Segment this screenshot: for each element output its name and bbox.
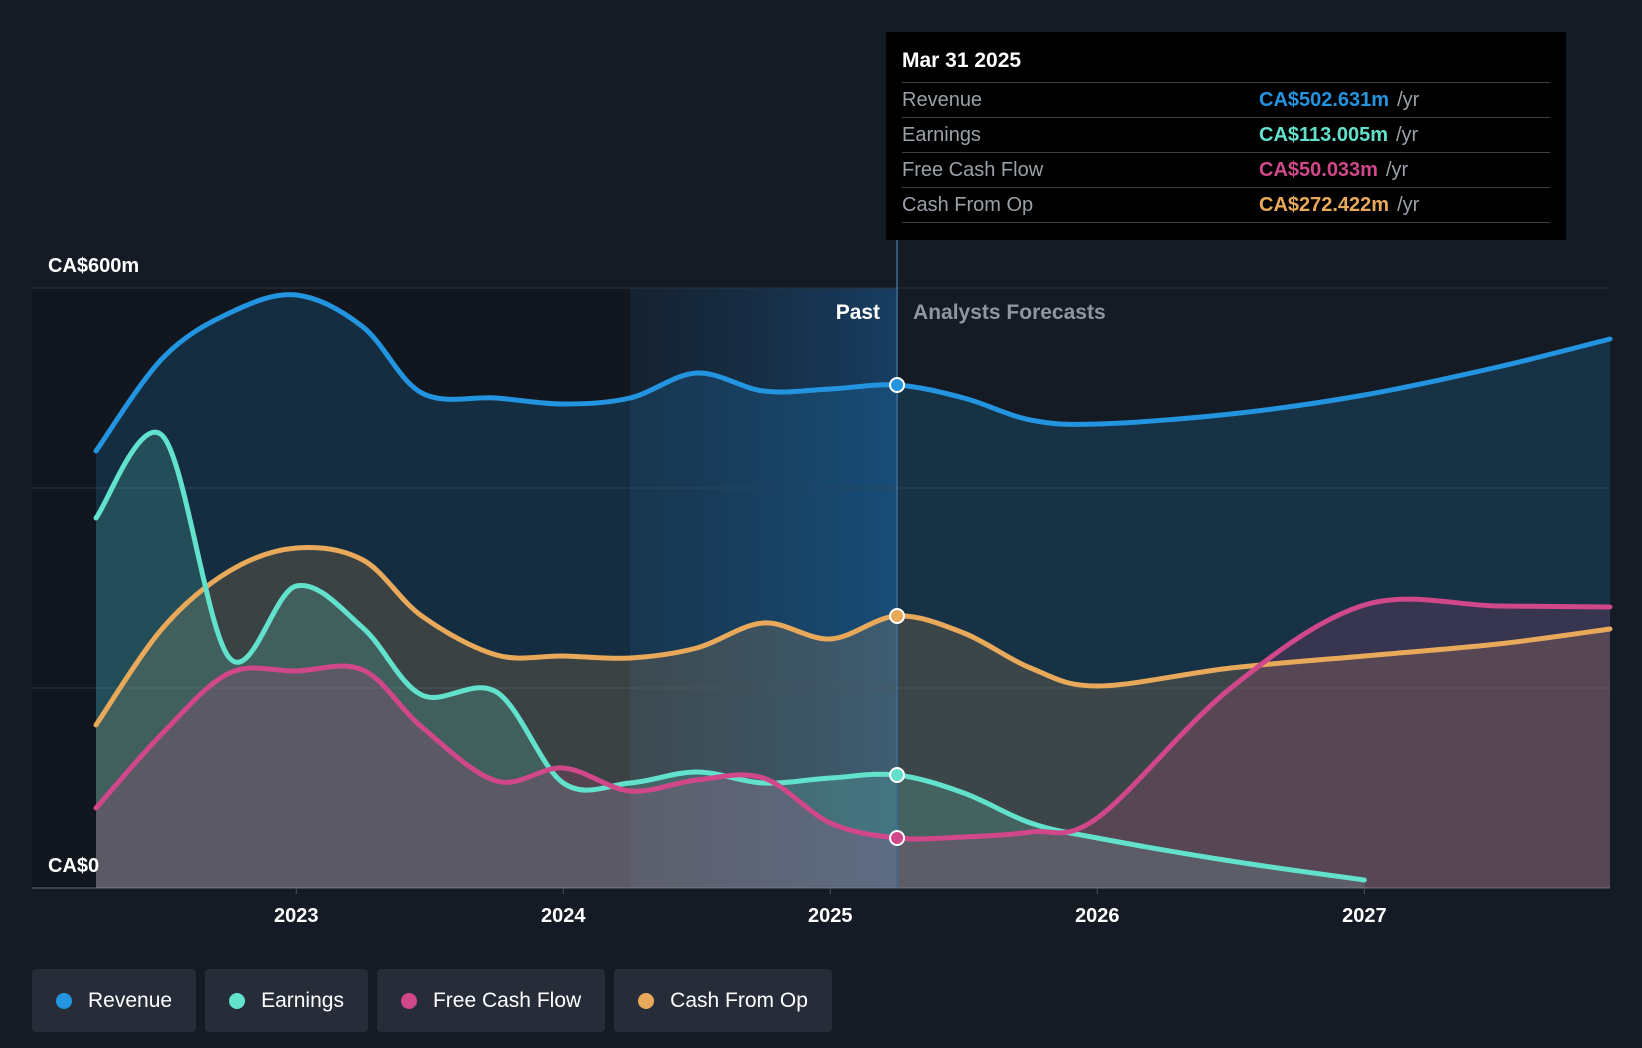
legend-label: Earnings xyxy=(261,988,344,1012)
tooltip-value: CA$113.005m xyxy=(1259,124,1388,146)
tooltip-unit: /yr xyxy=(1395,124,1419,146)
tooltip-label: Earnings xyxy=(902,124,981,146)
x-tick-label: 2026 xyxy=(1075,905,1120,927)
revenue-marker[interactable] xyxy=(889,377,906,393)
tooltip-unit: /yr xyxy=(1385,159,1409,181)
earnings-marker[interactable] xyxy=(889,767,906,783)
legend-item-free-cash-flow[interactable]: Free Cash Flow xyxy=(376,969,606,1032)
x-tick-label: 2023 xyxy=(274,905,319,927)
free-cash-flow-marker[interactable] xyxy=(889,830,906,846)
x-tick-label: 2024 xyxy=(541,905,586,927)
legend-label: Revenue xyxy=(88,988,173,1012)
tooltip-row-earnings: Earnings CA$113.005m /yr xyxy=(902,118,1550,153)
tooltip-label: Cash From Op xyxy=(902,194,1034,216)
legend-item-revenue[interactable]: Revenue xyxy=(32,969,197,1032)
tooltip-label: Free Cash Flow xyxy=(902,159,1044,181)
free-cash-flow-area xyxy=(96,599,1610,888)
past-label: Past xyxy=(836,301,880,324)
tooltip-value: CA$502.631m xyxy=(1259,89,1390,111)
tooltip-value: CA$272.422m xyxy=(1259,194,1390,216)
legend-label: Cash From Op xyxy=(670,988,808,1012)
tooltip-label: Revenue xyxy=(902,89,983,111)
x-tick-label: 2027 xyxy=(1342,905,1387,927)
y-axis-top-label: CA$600m xyxy=(48,255,139,277)
cash-from-op-marker[interactable] xyxy=(889,608,906,624)
legend-item-earnings[interactable]: Earnings xyxy=(205,969,368,1032)
y-axis-bottom-label: CA$0 xyxy=(48,855,99,877)
analysts-forecasts-label: Analysts Forecasts xyxy=(913,301,1106,324)
free-cash-flow-line xyxy=(93,596,1613,842)
earnings-area xyxy=(96,432,1365,888)
revenue-area xyxy=(96,294,1610,889)
legend: Revenue Earnings Free Cash Flow Cash Fro… xyxy=(32,969,832,1032)
tooltip-row-free-cash-flow: Free Cash Flow CA$50.033m /yr xyxy=(902,153,1550,188)
tooltip-value: CA$50.033m xyxy=(1259,159,1378,181)
tooltip-unit: /yr xyxy=(1397,89,1420,111)
x-tick-label: 2025 xyxy=(808,905,853,927)
legend-dot-icon xyxy=(638,992,655,1009)
legend-label: Free Cash Flow xyxy=(432,988,582,1012)
tooltip-row-revenue: Revenue CA$502.631m /yr xyxy=(902,83,1550,118)
revenue-line xyxy=(93,292,1613,454)
legend-dot-icon xyxy=(229,992,246,1009)
legend-dot-icon xyxy=(400,992,417,1009)
legend-dot-icon xyxy=(56,992,72,1009)
cash-from-op-area xyxy=(96,547,1610,888)
tooltip: Mar 31 2025 Revenue CA$502.631m /yr Earn… xyxy=(886,32,1566,240)
earnings-line xyxy=(93,430,1367,883)
legend-item-cash-from-op[interactable]: Cash From Op xyxy=(614,969,832,1032)
past-dark-band xyxy=(32,288,631,888)
financial-chart: Past Analysts Forecasts CA$600m CA$0 202… xyxy=(32,240,1613,927)
tooltip-date: Mar 31 2025 xyxy=(902,46,1550,83)
tooltip-unit: /yr xyxy=(1397,194,1420,216)
tooltip-row-cash-from-op: Cash From Op CA$272.422m /yr xyxy=(902,188,1550,223)
